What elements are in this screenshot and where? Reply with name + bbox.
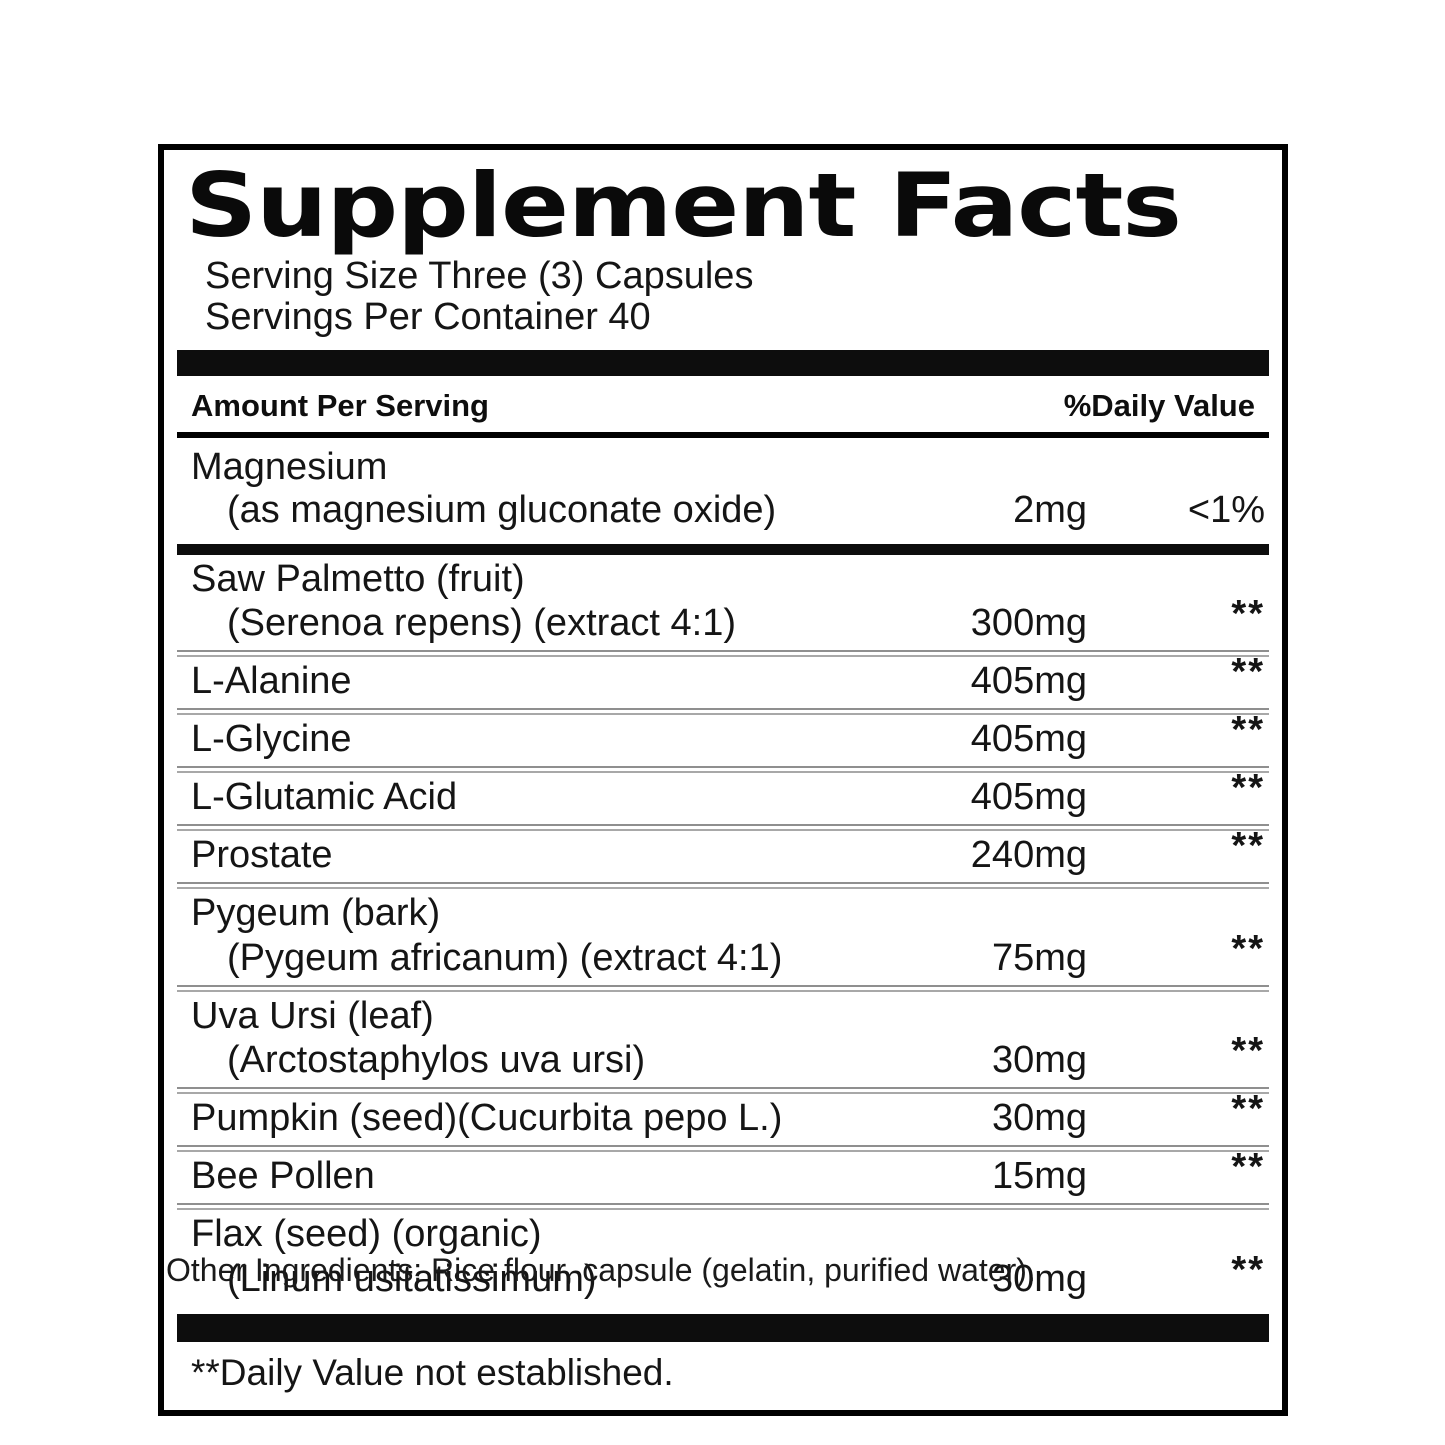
ingredient-name: Bee Pollen bbox=[191, 1155, 375, 1198]
ingredient-daily-value: ** bbox=[1231, 825, 1265, 868]
amount-per-serving-header: Amount Per Serving bbox=[191, 388, 489, 424]
ingredient-daily-value: ** bbox=[1231, 1146, 1265, 1189]
row-divider bbox=[177, 766, 1269, 774]
ingredient-detail: (Arctostaphylos uva ursi) bbox=[227, 1039, 646, 1082]
row-divider bbox=[177, 1203, 1269, 1211]
ingredient-amount: 2mg bbox=[1013, 488, 1087, 531]
ingredient-daily-value: ** bbox=[1231, 709, 1265, 752]
ingredient-name: Uva Ursi (leaf) bbox=[191, 994, 434, 1037]
row-divider bbox=[177, 708, 1269, 716]
row-divider bbox=[177, 650, 1269, 658]
ingredient-row: Prostate 240mg ** bbox=[179, 825, 1267, 882]
row-divider bbox=[177, 1087, 1269, 1095]
ingredient-daily-value: ** bbox=[1231, 1248, 1265, 1291]
panel-title: Supplement Facts bbox=[185, 154, 1182, 257]
ingredient-name: L-Alanine bbox=[191, 660, 352, 703]
supplement-facts-panel: Supplement Facts Serving Size Three (3) … bbox=[158, 144, 1288, 1416]
table-header: Amount Per Serving %Daily Value bbox=[179, 376, 1267, 432]
ingredient-name: Pygeum (bark) bbox=[191, 892, 441, 935]
header-rule bbox=[177, 432, 1269, 439]
ingredient-row: L-Alanine 405mg ** bbox=[179, 651, 1267, 708]
ingredient-name: L-Glutamic Acid bbox=[191, 776, 458, 819]
ingredient-detail: (as magnesium gluconate oxide) bbox=[227, 488, 777, 531]
ingredient-detail: (Serenoa repens) (extract 4:1) bbox=[227, 602, 737, 645]
other-ingredients: Other Ingredients: Rice flour, capsule (… bbox=[166, 1252, 1036, 1288]
ingredient-amount: 240mg bbox=[970, 834, 1087, 877]
ingredient-name: Pumpkin (seed)(Cucurbita pepo L.) bbox=[191, 1097, 783, 1140]
ingredient-daily-value: ** bbox=[1231, 651, 1265, 694]
ingredient-row: Uva Ursi (leaf) (Arctostaphylos uva ursi… bbox=[179, 992, 1267, 1088]
ingredient-daily-value: ** bbox=[1231, 1088, 1265, 1131]
ingredient-name: Flax (seed) (organic) bbox=[191, 1213, 542, 1256]
ingredient-row: L-Glutamic Acid 405mg ** bbox=[179, 767, 1267, 824]
ingredient-name: Saw Palmetto (fruit) bbox=[191, 557, 525, 600]
ingredient-daily-value: ** bbox=[1231, 593, 1265, 636]
row-divider bbox=[177, 882, 1269, 890]
ingredient-amount: 405mg bbox=[970, 776, 1087, 819]
separator-bar-top bbox=[177, 350, 1269, 377]
ingredient-amount: 75mg bbox=[991, 936, 1087, 979]
ingredient-name: L-Glycine bbox=[191, 718, 352, 761]
ingredient-daily-value: ** bbox=[1231, 767, 1265, 810]
daily-value-footnote: **Daily Value not established. bbox=[191, 1351, 674, 1393]
ingredient-row: Saw Palmetto (fruit) (Serenoa repens) (e… bbox=[179, 555, 1267, 651]
servings-per-container: Servings Per Container 40 bbox=[205, 296, 651, 339]
ingredient-daily-value: ** bbox=[1231, 927, 1265, 970]
ingredient-amount: 30mg bbox=[991, 1097, 1087, 1140]
ingredient-name: Magnesium bbox=[191, 446, 388, 489]
serving-size: Serving Size Three (3) Capsules bbox=[205, 255, 754, 297]
daily-value-header: %Daily Value bbox=[1063, 388, 1255, 424]
ingredient-row: L-Glycine 405mg ** bbox=[179, 709, 1267, 766]
ingredient-amount: 405mg bbox=[970, 660, 1087, 703]
row-divider bbox=[177, 984, 1269, 992]
ingredient-detail: (Linum usitatissimum) bbox=[227, 1257, 597, 1300]
ingredient-row: Pumpkin (seed)(Cucurbita pepo L.) 30mg *… bbox=[179, 1088, 1267, 1145]
separator-bar-mid bbox=[177, 543, 1269, 555]
ingredient-detail: (Pygeum africanum) (extract 4:1) bbox=[227, 936, 783, 979]
ingredient-amount: 15mg bbox=[991, 1155, 1087, 1198]
separator-bar-bottom bbox=[177, 1313, 1269, 1342]
ingredient-amount: 405mg bbox=[970, 718, 1087, 761]
ingredient-daily-value: ** bbox=[1231, 1030, 1265, 1073]
ingredient-row: Pygeum (bark) (Pygeum africanum) (extrac… bbox=[179, 889, 1267, 985]
ingredient-name: Prostate bbox=[191, 834, 333, 877]
ingredient-row: Flax (seed) (organic) (Linum usitatissim… bbox=[179, 1210, 1267, 1306]
ingredient-amount: 30mg bbox=[991, 1257, 1087, 1300]
row-divider bbox=[177, 824, 1269, 832]
ingredient-daily-value: <1% bbox=[1187, 488, 1265, 531]
ingredient-row: Magnesium (as magnesium gluconate oxide)… bbox=[179, 438, 1267, 538]
ingredient-row: Bee Pollen 15mg ** bbox=[179, 1146, 1267, 1203]
row-divider bbox=[177, 1145, 1269, 1153]
ingredient-amount: 30mg bbox=[991, 1039, 1087, 1082]
ingredient-amount: 300mg bbox=[970, 602, 1087, 645]
